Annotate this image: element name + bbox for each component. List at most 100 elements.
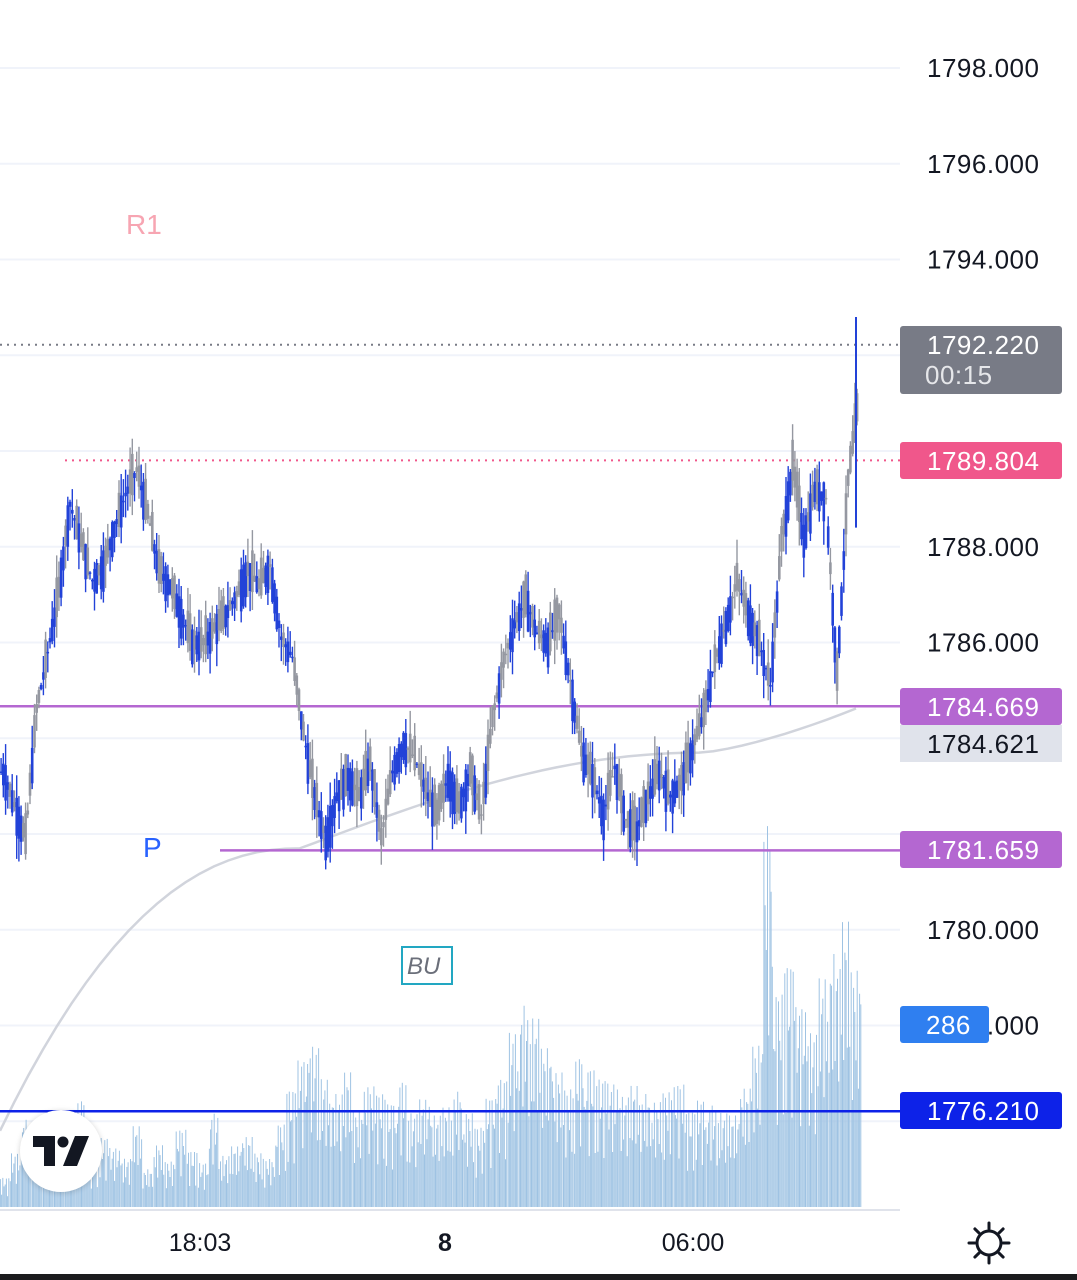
candle-body [222, 596, 225, 629]
candle-body [117, 492, 121, 527]
support-level-tag: 1776.210 [900, 1092, 1062, 1129]
candle-body [104, 545, 107, 566]
candle-body [589, 751, 592, 784]
candle-body [215, 613, 219, 645]
candle-body [211, 618, 214, 639]
candle-body [844, 493, 848, 535]
candle-body [735, 562, 739, 591]
candle-body [224, 605, 227, 628]
candle-body [491, 705, 494, 728]
candle-body [155, 550, 158, 574]
candle-body [686, 742, 690, 773]
candle-body [840, 586, 843, 616]
candle-body [562, 635, 565, 649]
bottom-edge-bar [0, 1274, 1077, 1280]
candle-body [729, 596, 732, 623]
bu-annotation[interactable]: BU [401, 946, 453, 985]
candle-body [113, 521, 116, 538]
candle-body [431, 792, 434, 827]
candle-body [806, 512, 810, 522]
candle-body [600, 795, 603, 827]
candle-body [366, 758, 370, 786]
candle-body [255, 576, 259, 593]
candle-body [122, 500, 125, 503]
r1-tag: 1789.804 [900, 442, 1062, 479]
candle-body [762, 650, 765, 676]
candle-body [751, 612, 754, 646]
price-levels [0, 343, 900, 1113]
candle-body [846, 469, 850, 486]
candle-body [722, 629, 725, 632]
candle-body [97, 565, 101, 576]
candle-body [680, 765, 683, 792]
candle-body [526, 590, 530, 632]
p-pivot-label: P [143, 832, 162, 863]
candle-body [646, 781, 650, 805]
candle-body [666, 769, 670, 804]
r1-pivot-label: R1 [126, 209, 162, 240]
candle-body [733, 584, 737, 592]
candle-body [786, 481, 790, 521]
candle-body [851, 431, 854, 454]
candle-body [820, 491, 823, 501]
candle-body [353, 784, 356, 791]
candle-body [66, 505, 70, 547]
candle-body [675, 780, 679, 798]
candle-body [382, 822, 385, 828]
r1-tag-value: 1789.804 [927, 446, 1039, 476]
candle-body [593, 767, 597, 795]
candle-body [420, 762, 423, 787]
candle-body [586, 754, 590, 775]
candle-body [822, 482, 826, 522]
candle-body [609, 770, 612, 796]
candle-body [380, 828, 383, 846]
candle-body [451, 772, 454, 815]
candle-body [166, 574, 170, 596]
price-axis-tick: 1796.000 [927, 149, 1039, 179]
candle-body [682, 762, 685, 796]
candle-body [28, 772, 32, 796]
candle-body [500, 662, 503, 680]
candle-body [809, 493, 812, 534]
tradingview-logo[interactable] [20, 1110, 102, 1192]
candle-body [566, 662, 570, 676]
candle-body [818, 482, 821, 512]
candle-body [624, 819, 628, 821]
candle-body [784, 496, 788, 537]
candle-body [742, 589, 745, 607]
candle-body [248, 563, 252, 591]
candle-body [164, 566, 167, 602]
candle-body [288, 651, 292, 656]
candle-body [564, 641, 568, 675]
price-axis-tick: 1798.000 [927, 53, 1039, 83]
last-price-countdown: 00:15 [925, 360, 993, 390]
candle-body [304, 745, 307, 748]
candle-body [622, 795, 625, 832]
candle-body [511, 618, 514, 653]
candle-body [769, 685, 772, 687]
volume-tag-value: 286 [926, 1010, 971, 1040]
candle-body [179, 598, 183, 639]
candle-body [153, 544, 156, 554]
candle-body [362, 768, 365, 791]
candle-body [308, 760, 312, 778]
candle-body [115, 519, 118, 525]
candle-body [206, 631, 210, 646]
time-axis[interactable]: 18:03 8 06:00 [169, 1229, 725, 1257]
candle-body [226, 605, 230, 618]
candle-body [93, 568, 96, 592]
candle-body [555, 597, 559, 633]
candle-body [144, 478, 147, 521]
candle-body [151, 512, 154, 551]
candle-body [157, 549, 161, 584]
candle-body [17, 806, 21, 839]
candle-body [831, 592, 834, 626]
candle-body [766, 662, 770, 686]
candle-body [137, 465, 141, 487]
price-axis[interactable]: 1798.000 1796.000 1794.000 1788.000 1786.000… [927, 53, 1039, 1041]
candle-body [440, 783, 443, 809]
candle-body [577, 730, 581, 743]
settings-gear-icon[interactable] [966, 1220, 1012, 1266]
time-axis-tick: 06:00 [662, 1229, 725, 1257]
